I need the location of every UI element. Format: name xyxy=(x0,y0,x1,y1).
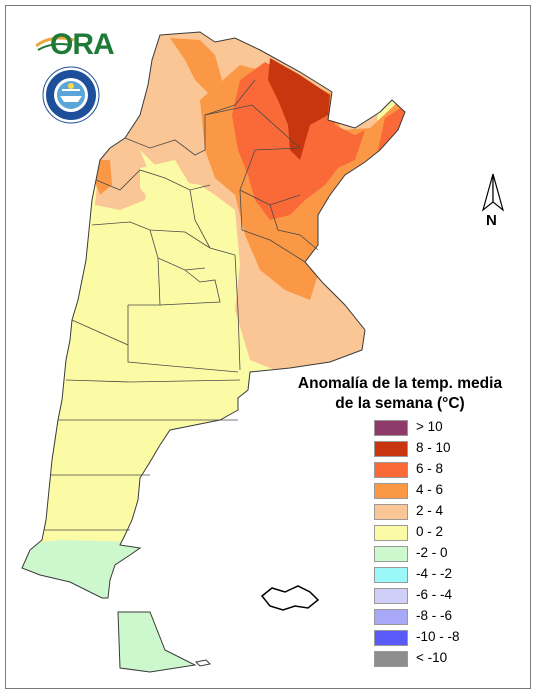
legend-title-line2: de la semana (°C) xyxy=(335,395,465,412)
argentina-outline xyxy=(21,31,406,599)
north-arrow xyxy=(478,172,508,232)
legend-item: -8 - -6 xyxy=(374,607,524,628)
legend-item: 8 - 10 xyxy=(374,439,524,460)
legend-swatch xyxy=(374,483,408,499)
legend-swatch xyxy=(374,546,408,562)
legend-item: -4 - -2 xyxy=(374,565,524,586)
legend-label: 0 - 2 xyxy=(416,524,444,539)
legend-label: 8 - 10 xyxy=(416,440,451,455)
legend-label: 2 - 4 xyxy=(416,503,444,518)
legend-item: 0 - 2 xyxy=(374,523,524,544)
ora-logo: ORA xyxy=(35,28,115,62)
legend-swatch xyxy=(374,525,408,541)
malvinas-islands xyxy=(260,585,320,611)
province-borders xyxy=(44,79,319,531)
north-label: N xyxy=(486,212,497,229)
legend-item: < -10 xyxy=(374,649,524,670)
legend: > 10 8 - 10 6 - 8 4 - 6 2 - 4 0 - 2 -2 - 0 -4 -… xyxy=(374,418,524,670)
legend-label: 4 - 6 xyxy=(416,482,444,497)
tierra-del-fuego xyxy=(117,611,197,673)
legend-label: -8 - -6 xyxy=(416,608,453,623)
legend-swatch xyxy=(374,651,408,667)
smn-seal: SERVICIO METEOROLOGICO NACIONAL · ARGENT… xyxy=(42,66,100,124)
legend-label: -4 - -2 xyxy=(416,566,453,581)
legend-label: < -10 xyxy=(416,650,448,665)
legend-item: > 10 xyxy=(374,418,524,439)
legend-swatch xyxy=(374,504,408,520)
legend-swatch xyxy=(374,567,408,583)
legend-item: 4 - 6 xyxy=(374,481,524,502)
smn-seal-icon xyxy=(42,66,100,124)
legend-item: 6 - 8 xyxy=(374,460,524,481)
legend-label: 6 - 8 xyxy=(416,461,444,476)
legend-label: > 10 xyxy=(416,419,443,434)
north-arrow-icon xyxy=(481,173,505,212)
legend-title: Anomalía de la temp. media de la semana … xyxy=(290,374,510,414)
legend-swatch xyxy=(374,441,408,457)
legend-item: -6 - -4 xyxy=(374,586,524,607)
isla-de-los-estados xyxy=(194,659,212,667)
legend-label: -10 - -8 xyxy=(416,629,460,644)
legend-swatch xyxy=(374,609,408,625)
ora-logo-text: ORA xyxy=(50,28,115,61)
legend-item: -10 - -8 xyxy=(374,628,524,649)
legend-item: -2 - 0 xyxy=(374,544,524,565)
legend-title-line1: Anomalía de la temp. media xyxy=(297,375,503,392)
ora-swoosh-icon xyxy=(35,36,75,51)
legend-label: -2 - 0 xyxy=(416,545,448,560)
legend-swatch xyxy=(374,588,408,604)
legend-swatch xyxy=(374,462,408,478)
legend-item: 2 - 4 xyxy=(374,502,524,523)
legend-swatch xyxy=(374,420,408,436)
legend-label: -6 - -4 xyxy=(416,587,453,602)
legend-swatch xyxy=(374,630,408,646)
